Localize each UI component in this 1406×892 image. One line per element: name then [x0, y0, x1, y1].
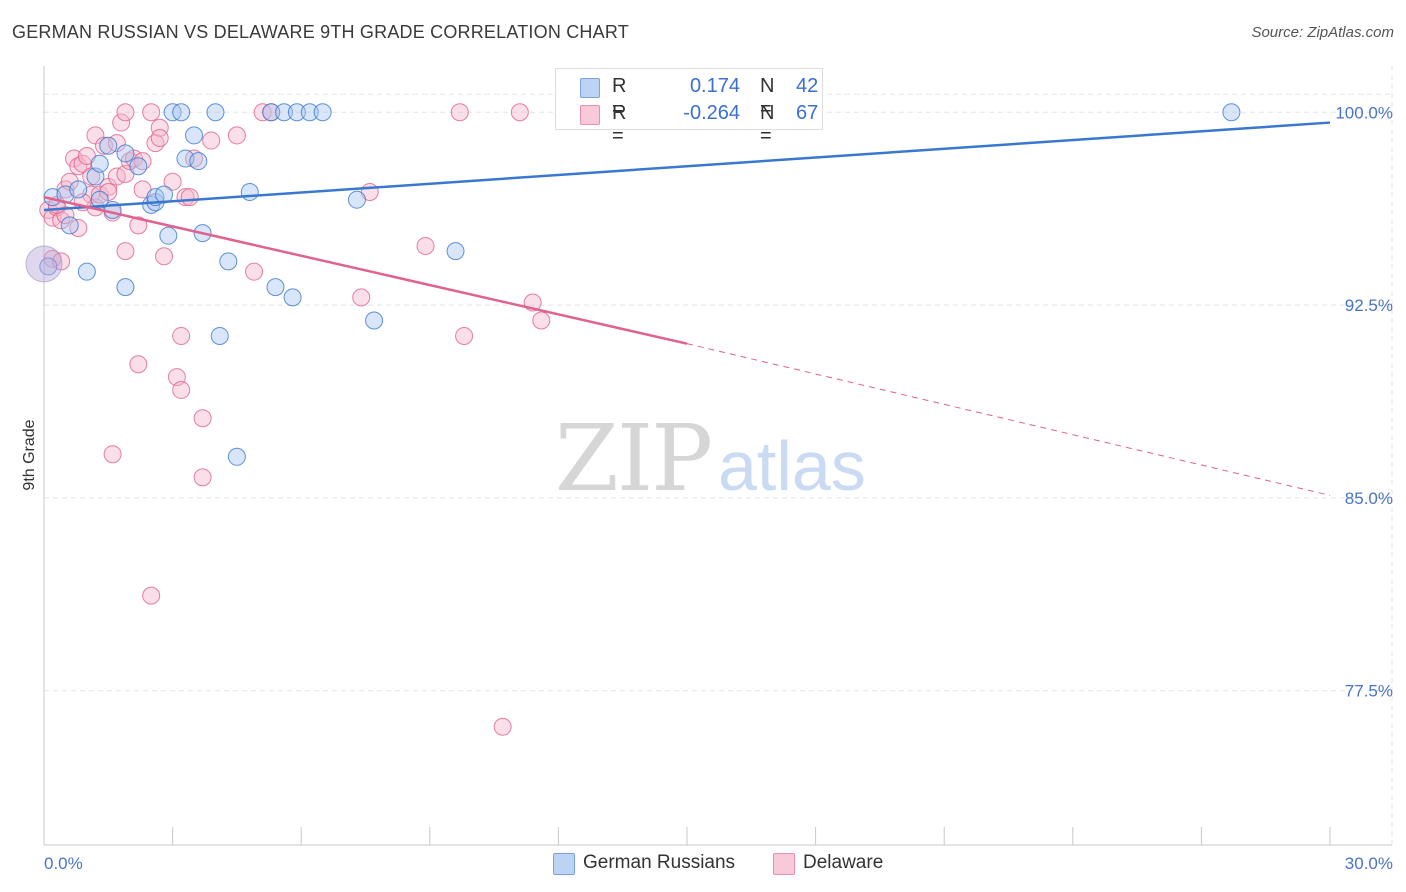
point-cluster	[25, 245, 63, 283]
point-delaware	[450, 103, 469, 122]
point-delaware	[180, 188, 199, 207]
legend-r-value: 0.174	[689, 75, 740, 97]
bottom-legend-label: Delaware	[803, 852, 884, 873]
point-delaware	[155, 247, 174, 266]
point-delaware	[150, 128, 169, 147]
x-tick-label-min: 0.0%	[44, 854, 83, 873]
chart-title: GERMAN RUSSIAN VS DELAWARE 9TH GRADE COR…	[12, 22, 629, 42]
legend-n-label: N =	[760, 102, 775, 147]
point-german-russians	[313, 103, 332, 122]
legend-swatch-blue	[580, 78, 600, 98]
point-delaware	[112, 113, 131, 132]
point-delaware	[129, 216, 148, 235]
point-german-russians	[159, 226, 178, 245]
point-german-russians	[210, 326, 229, 345]
trend-lines	[43, 121, 1331, 496]
y-tick-label: 92.5%	[1345, 296, 1393, 315]
point-delaware	[142, 103, 161, 122]
point-delaware	[532, 311, 551, 330]
y-tick-label: 77.5%	[1345, 682, 1393, 701]
point-delaware	[227, 126, 246, 145]
point-german-russians	[365, 311, 384, 330]
point-german-russians	[206, 103, 225, 122]
point-delaware	[116, 242, 135, 261]
legend-n-label: N =	[760, 75, 775, 120]
gridlines	[44, 66, 1393, 845]
legend-r-value: -0.264	[683, 102, 740, 124]
point-german-russians	[60, 216, 79, 235]
point-delaware	[455, 326, 474, 345]
point-delaware	[116, 103, 135, 122]
point-delaware	[150, 118, 169, 137]
legend-n-value: 67	[796, 102, 819, 124]
point-german-russians	[116, 144, 135, 163]
point-delaware	[416, 236, 435, 255]
point-german-russians	[90, 154, 109, 173]
y-tick-label: 100.0%	[1335, 103, 1393, 122]
point-german-russians	[39, 257, 58, 276]
trend-line-delaware-extension	[686, 343, 1331, 496]
point-delaware	[193, 468, 212, 487]
point-delaware	[510, 103, 529, 122]
correlation-legend: R = 0.174 N = 42 R = -0.264 N = 67	[555, 68, 823, 147]
point-german-russians	[77, 262, 96, 281]
legend-swatch-pink	[580, 105, 600, 125]
point-delaware	[163, 172, 182, 191]
point-german-russians	[240, 182, 259, 201]
point-german-russians	[129, 157, 148, 176]
point-german-russians	[275, 103, 294, 122]
point-german-russians	[69, 180, 88, 199]
point-german-russians	[287, 103, 306, 122]
point-german-russians	[283, 288, 302, 307]
bottom-legend-swatch-blue	[553, 853, 575, 875]
point-delaware	[172, 380, 191, 399]
point-german-russians	[219, 252, 238, 271]
point-german-russians	[99, 136, 118, 155]
point-german-russians	[172, 103, 191, 122]
y-axis-label: 9th Grade	[21, 419, 38, 490]
watermark-zip: ZIP	[555, 405, 711, 512]
watermark: ZIP atlas	[555, 405, 866, 512]
point-delaware	[103, 445, 122, 464]
legend-r-label: R =	[612, 102, 627, 147]
point-german-russians	[347, 190, 366, 209]
point-delaware	[202, 131, 221, 150]
point-german-russians	[90, 190, 109, 209]
point-german-russians	[262, 103, 281, 122]
point-delaware	[82, 167, 101, 186]
bottom-legend-swatch-pink	[773, 853, 795, 875]
trend-line-delaware	[43, 195, 688, 345]
watermark-atlas: atlas	[718, 427, 866, 505]
x-tick-label-max: 30.0%	[1345, 854, 1393, 873]
trend-line-german-russians	[43, 121, 1331, 212]
point-delaware	[352, 288, 371, 307]
point-german-russians	[266, 278, 285, 297]
point-delaware	[142, 586, 161, 605]
point-german-russians	[189, 152, 208, 171]
y-tick-labels: 100.0% 92.5% 85.0% 77.5%	[1335, 103, 1393, 700]
source-label: Source: ZipAtlas.com	[1251, 24, 1394, 41]
point-german-russians	[116, 278, 135, 297]
y-tick-label: 85.0%	[1345, 489, 1393, 508]
point-delaware	[129, 355, 148, 374]
point-delaware	[493, 717, 512, 736]
legend-n-value: 42	[796, 75, 819, 97]
legend-r-label: R =	[612, 75, 627, 120]
point-german-russians	[300, 103, 319, 122]
point-delaware	[172, 326, 191, 345]
point-german-russians	[1222, 103, 1241, 122]
point-german-russians	[227, 447, 246, 466]
point-delaware	[193, 409, 212, 428]
point-delaware	[245, 262, 264, 281]
point-german-russians	[446, 242, 465, 261]
series-delaware-points	[39, 103, 551, 736]
bottom-legend-label: German Russians	[583, 852, 736, 873]
point-german-russians	[185, 126, 204, 145]
